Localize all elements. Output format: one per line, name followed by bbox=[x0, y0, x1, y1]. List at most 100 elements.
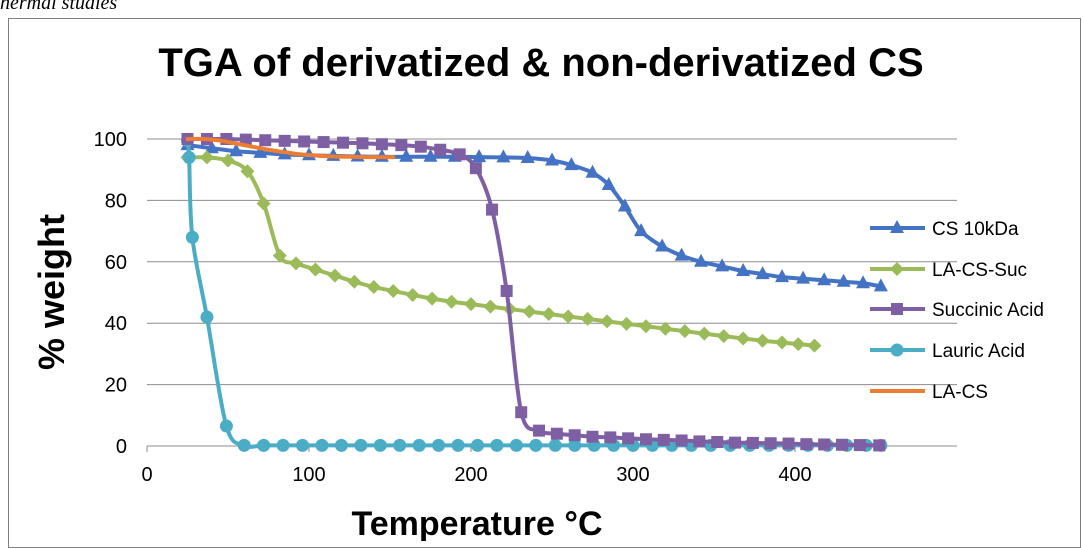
chart-title: TGA of derivatized & non-derivatized CS bbox=[158, 41, 923, 85]
data-point-lauric-acid bbox=[568, 438, 582, 452]
data-point-la-cs-suc bbox=[240, 164, 255, 179]
data-point-lauric-acid bbox=[257, 438, 271, 452]
data-point-la-cs-suc bbox=[697, 326, 712, 341]
data-point-cs-10kda bbox=[856, 275, 871, 289]
y-tick-label: 20 bbox=[105, 375, 127, 397]
x-tick-label: 300 bbox=[616, 464, 649, 486]
legend-item-succinic-acid: Succinic Acid bbox=[870, 300, 1044, 321]
data-point-cs-10kda bbox=[399, 148, 414, 162]
data-point-succinic-acid bbox=[873, 439, 886, 452]
data-point-cs-10kda bbox=[253, 144, 268, 158]
series-la-cs bbox=[185, 136, 396, 160]
data-point-cs-10kda bbox=[674, 247, 689, 261]
data-point-lauric-acid bbox=[393, 438, 407, 452]
data-point-succinic-acid bbox=[500, 284, 513, 297]
data-point-lauric-acid bbox=[529, 438, 543, 452]
x-tick-label: 200 bbox=[454, 464, 487, 486]
data-point-la-cs-suc bbox=[405, 287, 420, 302]
y-tick-label: 0 bbox=[116, 436, 127, 458]
data-point-succinic-acid bbox=[259, 134, 272, 147]
data-point-lauric-acid bbox=[509, 438, 523, 452]
data-point-la-cs-suc bbox=[425, 291, 440, 306]
x-tick-label: 100 bbox=[292, 464, 325, 486]
data-point-cs-10kda bbox=[694, 253, 709, 267]
data-point-lauric-acid bbox=[432, 438, 446, 452]
data-point-lauric-acid bbox=[219, 419, 233, 433]
data-point-cs-10kda bbox=[873, 278, 888, 292]
page-caption: hermal studies bbox=[0, 0, 118, 14]
data-point-la-cs-suc bbox=[464, 297, 478, 312]
data-point-succinic-acid bbox=[622, 432, 635, 445]
data-point-lauric-acid bbox=[182, 150, 196, 164]
legend-label-la-cs-suc: LA-CS-Suc bbox=[932, 260, 1027, 281]
data-point-lauric-acid bbox=[354, 438, 368, 452]
data-point-cs-10kda bbox=[836, 273, 851, 287]
data-point-succinic-acid bbox=[550, 427, 563, 440]
data-point-lauric-acid bbox=[315, 438, 329, 452]
data-point-cs-10kda bbox=[601, 177, 616, 191]
data-point-lauric-acid bbox=[451, 438, 465, 452]
data-point-lauric-acid bbox=[237, 438, 251, 452]
data-point-succinic-acid bbox=[693, 435, 706, 448]
data-point-la-cs-suc bbox=[347, 274, 362, 289]
data-point-la-cs-suc bbox=[386, 283, 401, 298]
data-point-cs-10kda bbox=[545, 152, 559, 166]
y-tick-label: 60 bbox=[105, 252, 127, 274]
data-point-cs-10kda bbox=[634, 223, 649, 237]
data-point-succinic-acid bbox=[375, 138, 388, 151]
legend-item-cs-10kda: CS 10kDa bbox=[870, 219, 1019, 240]
legend-item-lauric-acid: Lauric Acid bbox=[870, 341, 1025, 362]
series-lauric-acid bbox=[181, 134, 888, 452]
legend-label-cs-10kda: CS 10kDa bbox=[932, 219, 1019, 240]
data-point-cs-10kda bbox=[472, 149, 487, 163]
gridlines bbox=[147, 138, 957, 386]
data-point-succinic-acid bbox=[568, 429, 581, 442]
data-point-succinic-acid bbox=[278, 134, 291, 147]
data-point-cs-10kda bbox=[755, 266, 770, 280]
data-point-la-cs-suc bbox=[775, 335, 790, 350]
data-point-la-cs-suc bbox=[483, 299, 498, 314]
data-point-cs-10kda bbox=[204, 140, 219, 154]
legend-item-la-cs: LA-CS bbox=[870, 382, 988, 403]
data-point-succinic-acid bbox=[453, 148, 466, 161]
data-point-la-cs-suc bbox=[289, 256, 304, 271]
y-axis-label: % weight bbox=[31, 214, 72, 370]
data-point-succinic-acid bbox=[486, 203, 499, 216]
data-point-la-cs-suc bbox=[541, 306, 556, 321]
data-point-succinic-acid bbox=[298, 135, 311, 148]
data-point-succinic-acid bbox=[729, 436, 742, 449]
data-point-succinic-acid bbox=[675, 434, 688, 447]
data-point-cs-10kda bbox=[715, 258, 730, 272]
data-point-succinic-acid bbox=[764, 437, 777, 450]
data-point-succinic-acid bbox=[469, 162, 482, 175]
data-point-lauric-acid bbox=[548, 438, 562, 452]
legend-marker-lauric-acid bbox=[890, 343, 904, 357]
data-point-lauric-acid bbox=[296, 438, 310, 452]
data-point-la-cs-suc bbox=[308, 262, 323, 277]
series-la-cs-suc bbox=[180, 150, 822, 353]
data-point-cs-10kda bbox=[796, 270, 811, 284]
data-point-la-cs-suc bbox=[444, 294, 459, 309]
data-point-la-cs-suc bbox=[561, 309, 576, 324]
legend-marker-succinic-acid bbox=[891, 303, 903, 315]
series-line-lauric-acid bbox=[185, 138, 883, 449]
data-point-succinic-acid bbox=[239, 133, 252, 146]
data-point-la-cs-suc bbox=[619, 316, 634, 331]
data-point-succinic-acid bbox=[586, 430, 599, 443]
data-point-lauric-acid bbox=[412, 438, 426, 452]
data-point-la-cs-suc bbox=[736, 331, 751, 346]
series-succinic-acid bbox=[181, 133, 886, 452]
data-point-cs-10kda bbox=[229, 143, 244, 157]
data-point-la-cs-suc bbox=[807, 338, 822, 353]
data-point-cs-10kda bbox=[775, 269, 790, 283]
data-point-lauric-acid bbox=[334, 438, 348, 452]
data-point-lauric-acid bbox=[490, 438, 504, 452]
data-point-la-cs-suc bbox=[600, 314, 615, 329]
data-point-succinic-acid bbox=[711, 436, 724, 449]
data-point-succinic-acid bbox=[317, 136, 330, 149]
data-point-la-cs-suc bbox=[366, 279, 381, 294]
data-point-la-cs-suc bbox=[221, 153, 235, 168]
data-point-succinic-acid bbox=[657, 433, 670, 446]
data-point-succinic-acid bbox=[818, 438, 831, 451]
legend: CS 10kDa LA-CS-Suc Succinic Acid Lauric Aci… bbox=[870, 219, 1044, 403]
